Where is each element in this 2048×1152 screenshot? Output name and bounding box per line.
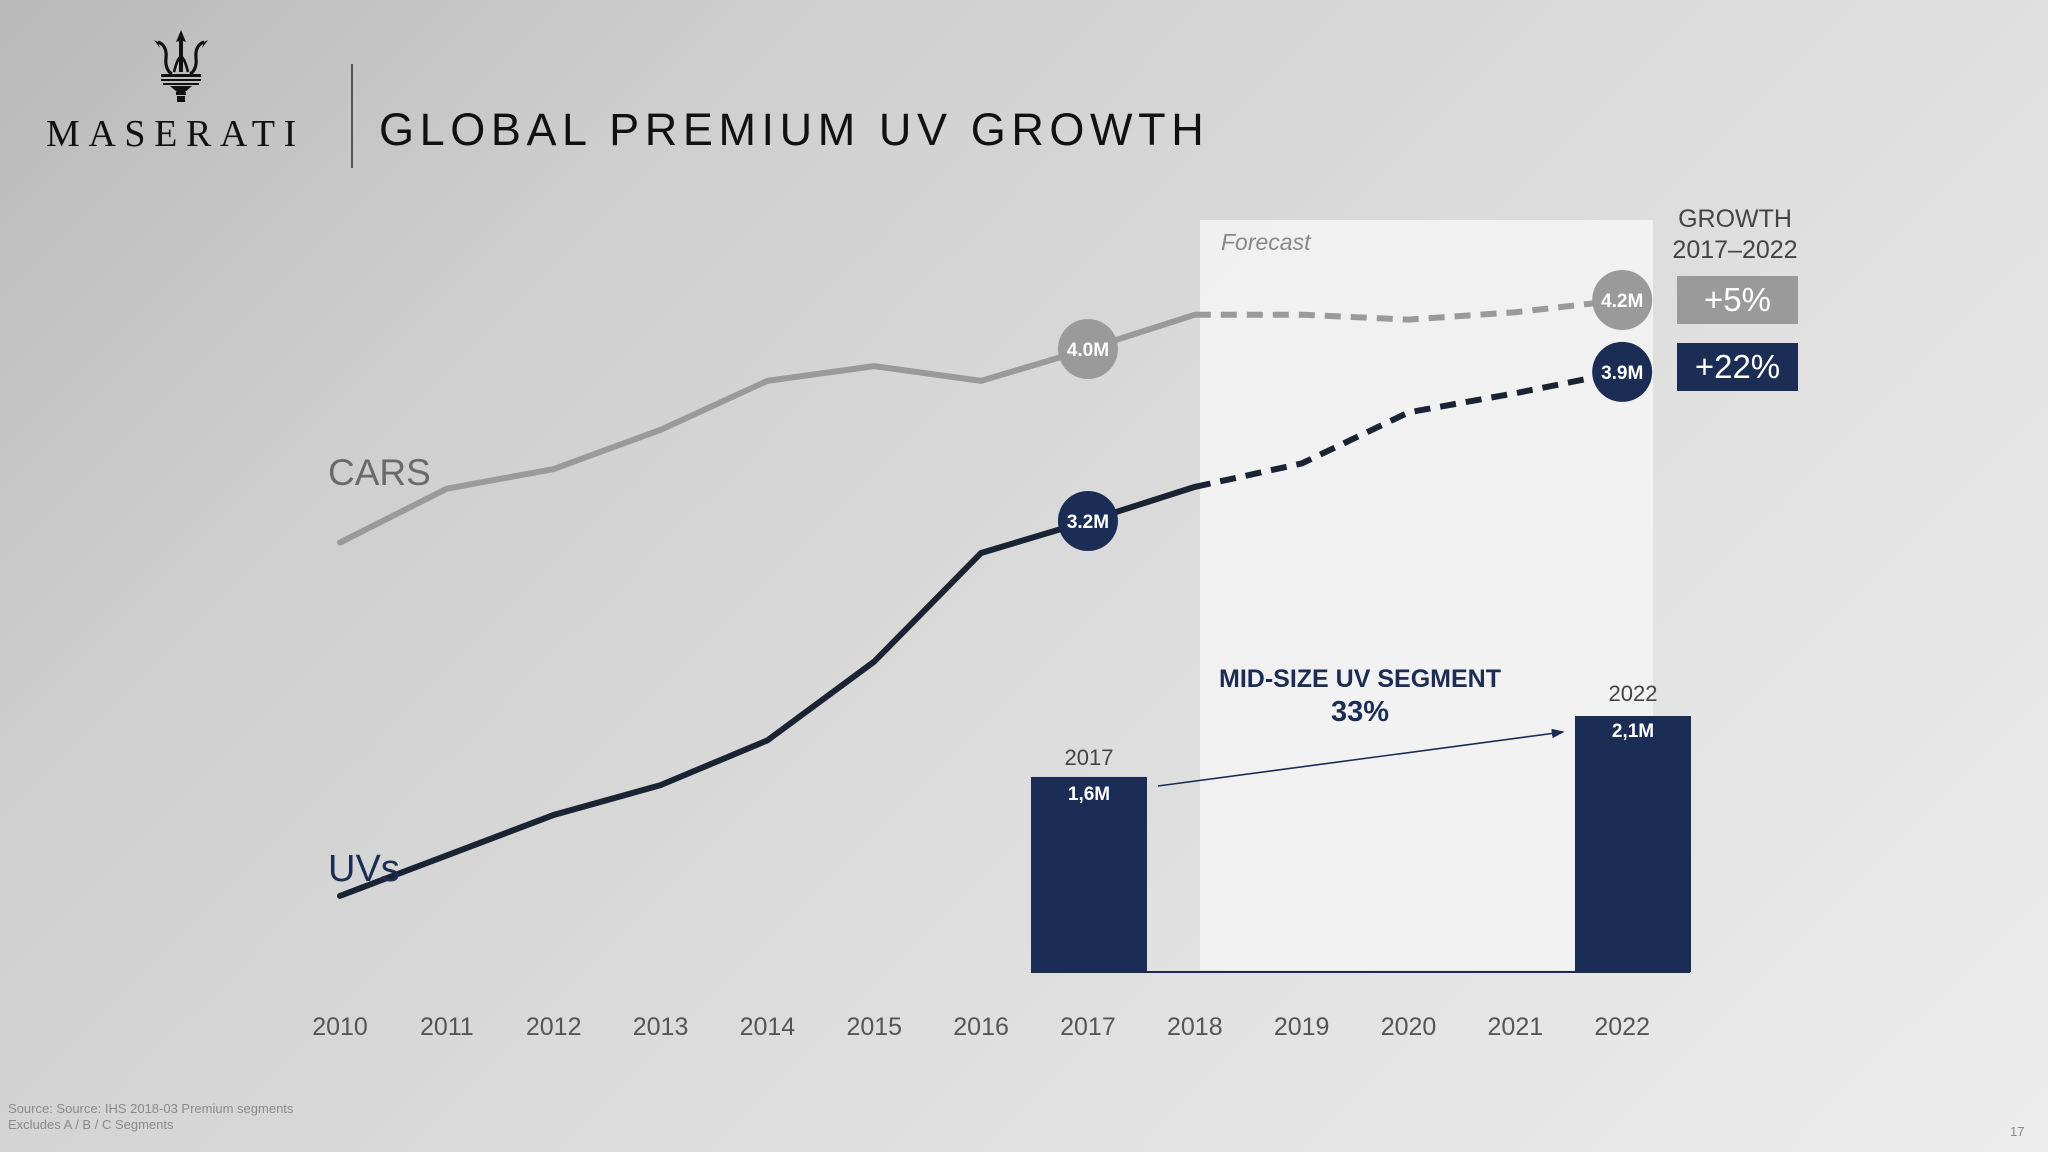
inset-bar-2017 [1031, 776, 1147, 972]
x-tick-label-2016: 2016 [953, 1013, 1009, 1041]
x-tick-label-2011: 2011 [420, 1013, 474, 1041]
inset-title: MID-SIZE UV SEGMENT [1219, 665, 1501, 693]
forecast-label: Forecast [1221, 229, 1311, 255]
brand-wordmark: MASERATI [46, 113, 305, 155]
series-line-cars-forecast [1194, 297, 1623, 323]
marker-label-cars-2017: 4.0M [1067, 340, 1109, 361]
x-tick-label-2014: 2014 [740, 1013, 796, 1041]
growth-heading: GROWTH 2017–2022 [1660, 204, 1810, 266]
inset-bar-2022 [1575, 716, 1691, 972]
x-tick-label-2018: 2018 [1167, 1013, 1223, 1041]
page-number: 17 [2010, 1124, 2025, 1139]
x-tick-label-2021: 2021 [1488, 1013, 1544, 1041]
marker-label-uvs-2017: 3.2M [1067, 512, 1109, 533]
source-line-2: Excludes A / B / C Segments [8, 1117, 174, 1132]
marker-label-uvs-2022: 3.9M [1601, 363, 1643, 384]
inset-change: 33% [1330, 696, 1390, 728]
series-label-cars: CARS [328, 452, 431, 493]
header-divider [351, 64, 353, 168]
source-line-1: Source: Source: IHS 2018-03 Premium segm… [8, 1101, 294, 1116]
growth-badge-uvs: +22% [1677, 343, 1798, 391]
inset-bar-label-2017: 1,6M [1067, 784, 1111, 805]
inset-bar-year-2022: 2022 [1608, 681, 1658, 706]
inset-growth-arrow [1157, 728, 1565, 787]
x-tick-label-2012: 2012 [526, 1013, 582, 1041]
x-tick-label-2020: 2020 [1381, 1013, 1437, 1041]
marker-label-cars-2022: 4.2M [1601, 291, 1643, 312]
source-note: Source: Source: IHS 2018-03 Premium segm… [8, 1101, 293, 1133]
x-tick-label-2022: 2022 [1594, 1013, 1650, 1041]
series-line-uvs-actual [337, 483, 1198, 899]
page-title: GLOBAL PREMIUM UV GROWTH [379, 104, 1210, 155]
marker-cars-2017 [1057, 319, 1118, 379]
x-tick-label-2013: 2013 [633, 1013, 689, 1041]
series-line-cars-actual [337, 311, 1198, 546]
x-tick-label-2010: 2010 [312, 1013, 368, 1041]
growth-heading-line1: GROWTH [1678, 205, 1792, 233]
marker-uvs-2017 [1057, 491, 1118, 551]
x-tick-label-2015: 2015 [846, 1013, 902, 1041]
marker-cars-2022 [1592, 270, 1653, 330]
x-tick-label-2017: 2017 [1060, 1013, 1116, 1041]
growth-badge-cars: +5% [1677, 276, 1798, 324]
x-tick-label-2019: 2019 [1274, 1013, 1330, 1041]
series-label-uvs: UVs [328, 848, 400, 890]
series-line-uvs-forecast [1194, 368, 1623, 490]
growth-heading-line2: 2017–2022 [1672, 236, 1798, 264]
inset-bar-year-2017: 2017 [1064, 745, 1114, 770]
marker-uvs-2022 [1592, 341, 1653, 402]
inset-bar-label-2022: 2,1M [1611, 721, 1655, 742]
trident-icon [154, 30, 208, 102]
